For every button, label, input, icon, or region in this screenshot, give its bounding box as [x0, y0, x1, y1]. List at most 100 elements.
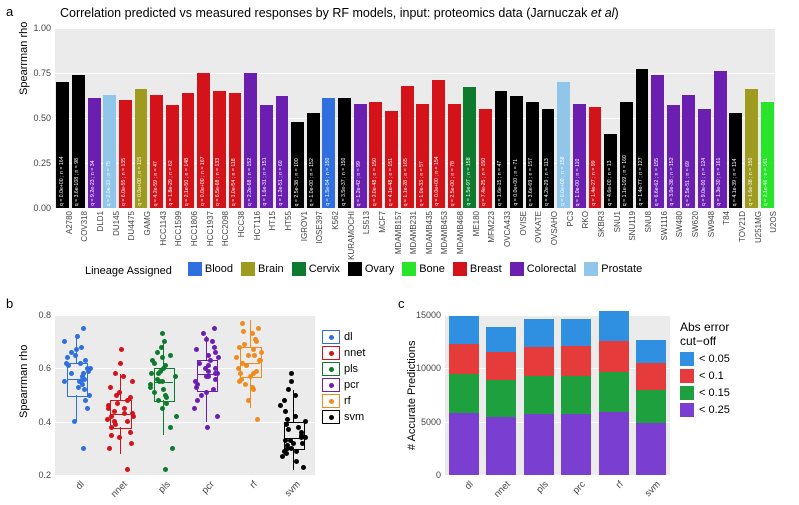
jitter-dot	[115, 401, 120, 406]
jitter-dot	[293, 414, 298, 419]
bar-IGROV1	[291, 122, 304, 208]
jitter-dot	[240, 321, 245, 326]
bar-HCC38	[229, 93, 242, 208]
jitter-dot	[253, 337, 258, 342]
bar-segment	[449, 316, 479, 344]
legend-swatch	[322, 410, 340, 424]
jitter-dot	[242, 342, 247, 347]
legend-dot	[329, 399, 334, 404]
bar-SNU1	[604, 134, 617, 208]
jitter-dot	[82, 387, 87, 392]
bar-GAMG	[135, 89, 148, 208]
bar-HCC2098	[213, 91, 226, 208]
bar-K562	[322, 98, 335, 208]
bar-segment	[561, 346, 591, 376]
jitter-dot	[206, 363, 211, 368]
jitter-dot	[125, 419, 130, 424]
xtick: rf	[589, 479, 625, 505]
bar-MDAMB231	[401, 86, 414, 208]
legend-label: Ovary	[365, 263, 394, 275]
jitter-dot	[195, 398, 200, 403]
jitter-dot	[241, 329, 246, 334]
bar-segment	[636, 390, 666, 423]
panel-a-label: a	[6, 4, 13, 19]
legend-label: dl	[344, 331, 353, 343]
jitter-dot	[168, 353, 173, 358]
jitter-dot	[213, 350, 218, 355]
bar-segment	[524, 347, 554, 376]
panel-c-plot	[445, 315, 670, 475]
jitter-dot	[164, 401, 169, 406]
ytick: 0.2	[21, 470, 51, 480]
bar-SNU119	[620, 102, 633, 208]
bar-OVCA433	[495, 91, 508, 208]
bar-segment	[561, 376, 591, 414]
panel-b-bg	[55, 315, 315, 475]
bar-segment	[524, 414, 554, 475]
legend-item: svm	[322, 410, 365, 424]
legend-item: Bone	[402, 262, 445, 276]
bar-SKBR3	[589, 107, 602, 208]
legend-item: Colorectal	[510, 262, 577, 276]
legend-swatch	[453, 262, 467, 276]
jitter-dot	[300, 441, 305, 446]
legend-item: Blood	[188, 262, 233, 276]
legend-swatch	[322, 330, 340, 344]
bar-segment	[636, 363, 666, 390]
xtick: rf	[224, 479, 260, 505]
jitter-dot	[303, 419, 308, 424]
xtick: prc	[552, 479, 588, 505]
xtick: pls	[137, 479, 173, 505]
jitter-dot	[197, 361, 202, 366]
legend-label: pls	[344, 363, 358, 375]
jitter-dot	[199, 393, 204, 398]
panel-a-title-prefix: Correlation predicted vs measured respon…	[60, 6, 591, 20]
legend-label: pcr	[344, 379, 359, 391]
legend-label: < 0.25	[699, 404, 730, 416]
jitter-dot	[215, 414, 220, 419]
jitter-dot	[252, 353, 257, 358]
jitter-dot	[107, 446, 112, 451]
ytick: 0.25	[21, 158, 51, 168]
bar-HT55	[276, 96, 289, 208]
bar-segment	[636, 340, 666, 363]
bar-SNU8	[636, 69, 649, 208]
ytick: 1.00	[21, 23, 51, 33]
whisker	[250, 376, 251, 408]
bar-segment	[449, 413, 479, 475]
bar-DLD1	[88, 98, 101, 208]
legend-label: Breast	[470, 263, 502, 275]
panel-b-legend: dlnnetplspcrrfsvm	[322, 330, 365, 426]
legend-swatch	[680, 386, 694, 400]
legend-item: Ovary	[348, 262, 394, 276]
legend-label: < 0.05	[699, 353, 730, 365]
ytick: 0.4	[21, 417, 51, 427]
jitter-dot	[128, 395, 133, 400]
bar-segment	[449, 374, 479, 413]
bar-SW480	[667, 105, 680, 208]
jitter-dot	[213, 366, 218, 371]
jitter-dot	[168, 425, 173, 430]
jitter-dot	[106, 403, 111, 408]
jitter-dot	[156, 398, 161, 403]
panel-b-label: b	[6, 296, 13, 311]
jitter-dot	[246, 398, 251, 403]
jitter-dot	[163, 393, 168, 398]
legend-label: Bone	[419, 263, 445, 275]
jitter-dot	[239, 377, 244, 382]
legend-swatch	[292, 262, 306, 276]
bar-MDAMB157	[385, 111, 398, 208]
legend-item: < 0.25	[680, 403, 730, 417]
jitter-dot	[254, 369, 259, 374]
bar-U2OS	[761, 102, 774, 208]
jitter-dot	[193, 379, 198, 384]
stacked-bar	[524, 319, 554, 475]
figure-root: a b c Correlation predicted vs measured …	[0, 0, 799, 505]
panel-c-ylabel: # Accurate Predictions	[406, 341, 418, 450]
bar-segment	[561, 319, 591, 346]
jitter-dot	[293, 393, 298, 398]
panel-b-plot	[55, 315, 315, 475]
legend-swatch	[322, 362, 340, 376]
panel-a-legend: Lineage Assigned BloodBrainCervixOvaryBo…	[85, 262, 775, 279]
jitter-dot	[128, 430, 133, 435]
